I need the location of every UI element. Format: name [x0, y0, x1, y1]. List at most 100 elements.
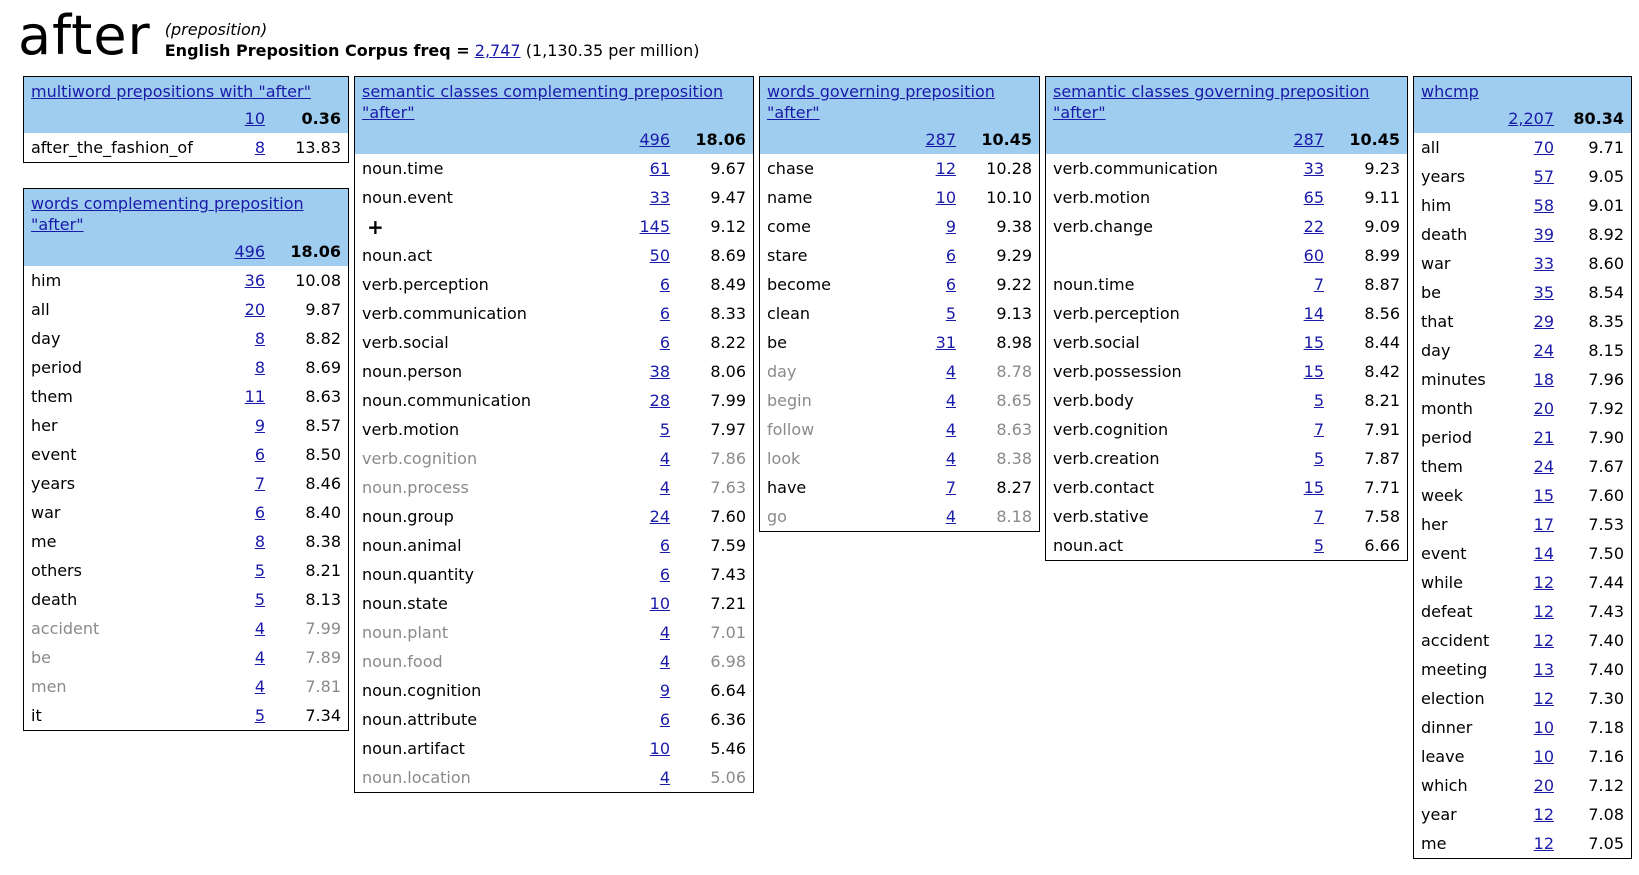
row-freq-link[interactable]: 6	[254, 503, 265, 522]
row-freq-link[interactable]: 7	[1313, 275, 1324, 294]
row-freq-link[interactable]: 11	[244, 387, 265, 406]
row-freq-link[interactable]: 9	[659, 681, 670, 700]
row-freq-link[interactable]: 6	[659, 275, 670, 294]
row-freq-link[interactable]: 7	[1313, 420, 1324, 439]
row-freq-link[interactable]: 65	[1303, 188, 1324, 207]
row-freq-link[interactable]: 31	[935, 333, 956, 352]
row-freq-link[interactable]: 70	[1533, 138, 1554, 157]
row-freq-link[interactable]: 5	[945, 304, 956, 323]
row-freq-link[interactable]: 10	[649, 739, 670, 758]
row-freq-link[interactable]: 10	[1533, 747, 1554, 766]
row-freq-link[interactable]: 28	[649, 391, 670, 410]
row-freq-link[interactable]: 20	[244, 300, 265, 319]
row-freq-link[interactable]: 4	[945, 449, 956, 468]
row-freq-link[interactable]: 145	[639, 217, 670, 236]
row-freq-link[interactable]: 5	[254, 561, 265, 580]
row-freq-link[interactable]: 6	[945, 275, 956, 294]
row-freq-link[interactable]: 4	[945, 391, 956, 410]
row-freq-link[interactable]: 24	[1533, 457, 1554, 476]
row-freq-link[interactable]: 12	[1533, 805, 1554, 824]
row-freq-link[interactable]: 33	[1533, 254, 1554, 273]
row-freq-link[interactable]: 4	[659, 449, 670, 468]
row-freq-link[interactable]: 10	[649, 594, 670, 613]
table-title-link[interactable]: semantic classes governing preposition "…	[1053, 82, 1370, 122]
row-freq-link[interactable]: 6	[945, 246, 956, 265]
row-freq-link[interactable]: 14	[1303, 304, 1324, 323]
table-title-link[interactable]: multiword prepositions with "after"	[31, 82, 311, 101]
row-freq-link[interactable]: 24	[1533, 341, 1554, 360]
row-freq-link[interactable]: 6	[659, 536, 670, 555]
row-freq-link[interactable]: 15	[1303, 478, 1324, 497]
total-freq-link[interactable]: 496	[639, 130, 670, 149]
row-freq-link[interactable]: 4	[254, 619, 265, 638]
row-freq-link[interactable]: 60	[1303, 246, 1324, 265]
row-freq-link[interactable]: 6	[659, 304, 670, 323]
row-freq-link[interactable]: 58	[1533, 196, 1554, 215]
row-freq-link[interactable]: 5	[1313, 536, 1324, 555]
row-freq-link[interactable]: 14	[1533, 544, 1554, 563]
row-freq-link[interactable]: 15	[1303, 362, 1324, 381]
row-freq-link[interactable]: 20	[1533, 399, 1554, 418]
row-freq-link[interactable]: 17	[1533, 515, 1554, 534]
row-freq-link[interactable]: 61	[649, 159, 670, 178]
total-freq-link[interactable]: 287	[925, 130, 956, 149]
row-freq-link[interactable]: 4	[945, 420, 956, 439]
table-title-link[interactable]: whcmp	[1421, 82, 1479, 101]
row-freq-link[interactable]: 7	[254, 474, 265, 493]
row-freq-link[interactable]: 39	[1533, 225, 1554, 244]
row-freq-link[interactable]: 7	[945, 478, 956, 497]
row-freq-link[interactable]: 5	[254, 706, 265, 725]
row-freq-link[interactable]: 6	[659, 565, 670, 584]
row-freq-link[interactable]: 12	[1533, 631, 1554, 650]
total-freq-link[interactable]: 496	[234, 242, 265, 261]
row-freq-link[interactable]: 6	[659, 710, 670, 729]
row-freq-link[interactable]: 4	[659, 652, 670, 671]
row-freq-link[interactable]: 33	[1303, 159, 1324, 178]
row-freq-link[interactable]: 5	[659, 420, 670, 439]
row-freq-link[interactable]: 12	[1533, 573, 1554, 592]
row-freq-link[interactable]: 15	[1303, 333, 1324, 352]
row-freq-link[interactable]: 10	[935, 188, 956, 207]
row-freq-link[interactable]: 8	[254, 138, 265, 157]
row-freq-link[interactable]: 36	[244, 271, 265, 290]
row-freq-link[interactable]: 4	[945, 362, 956, 381]
row-freq-link[interactable]: 22	[1303, 217, 1324, 236]
corpus-freq-link[interactable]: 2,747	[474, 41, 521, 60]
row-freq-link[interactable]: 12	[1533, 834, 1554, 853]
row-freq-link[interactable]: 21	[1533, 428, 1554, 447]
row-freq-link[interactable]: 4	[659, 623, 670, 642]
row-freq-link[interactable]: 57	[1533, 167, 1554, 186]
row-freq-link[interactable]: 5	[1313, 391, 1324, 410]
row-freq-link[interactable]: 20	[1533, 776, 1554, 795]
table-title-link[interactable]: words complementing preposition "after"	[31, 194, 304, 234]
row-freq-link[interactable]: 4	[659, 768, 670, 787]
row-freq-link[interactable]: 8	[254, 532, 265, 551]
row-freq-link[interactable]: 38	[649, 362, 670, 381]
row-freq-link[interactable]: 7	[1313, 507, 1324, 526]
row-freq-link[interactable]: 8	[254, 329, 265, 348]
row-freq-link[interactable]: 9	[945, 217, 956, 236]
row-freq-link[interactable]: 5	[254, 590, 265, 609]
row-freq-link[interactable]: 6	[659, 333, 670, 352]
row-freq-link[interactable]: 4	[254, 677, 265, 696]
table-title-link[interactable]: semantic classes complementing prepositi…	[362, 82, 724, 122]
expand-plus-icon[interactable]: +	[367, 214, 384, 239]
row-freq-link[interactable]: 12	[935, 159, 956, 178]
row-freq-link[interactable]: 4	[945, 507, 956, 526]
row-freq-link[interactable]: 5	[1313, 449, 1324, 468]
row-freq-link[interactable]: 33	[649, 188, 670, 207]
row-freq-link[interactable]: 12	[1533, 602, 1554, 621]
row-freq-link[interactable]: 29	[1533, 312, 1554, 331]
row-freq-link[interactable]: 6	[254, 445, 265, 464]
row-freq-link[interactable]: 35	[1533, 283, 1554, 302]
row-freq-link[interactable]: 18	[1533, 370, 1554, 389]
total-freq-link[interactable]: 2,207	[1508, 109, 1554, 128]
row-freq-link[interactable]: 24	[649, 507, 670, 526]
row-freq-link[interactable]: 10	[1533, 718, 1554, 737]
row-freq-link[interactable]: 50	[649, 246, 670, 265]
row-freq-link[interactable]: 13	[1533, 660, 1554, 679]
row-freq-link[interactable]: 9	[254, 416, 265, 435]
total-freq-link[interactable]: 287	[1293, 130, 1324, 149]
row-freq-link[interactable]: 4	[254, 648, 265, 667]
table-title-link[interactable]: words governing preposition "after"	[767, 82, 995, 122]
